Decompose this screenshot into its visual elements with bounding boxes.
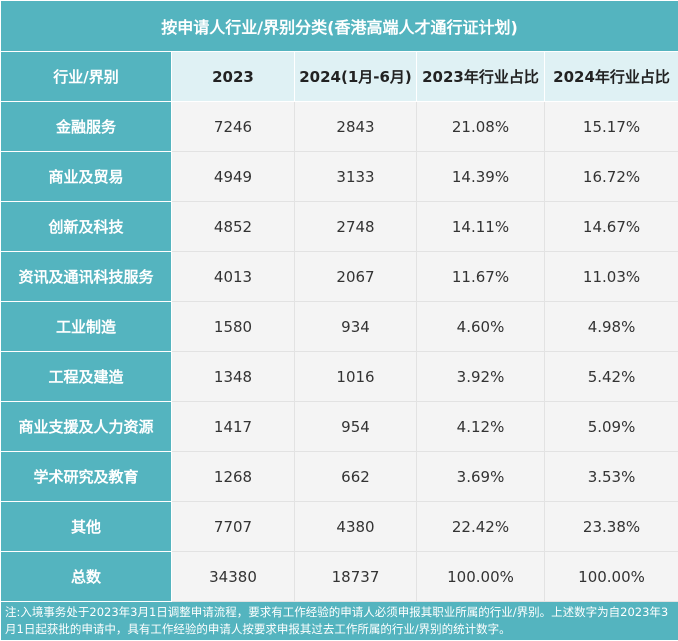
row-label: 总数: [1, 552, 172, 602]
row-label: 商业及贸易: [1, 152, 172, 202]
cell-share-2024: 23.38%: [545, 502, 678, 552]
table-body: 金融服务 7246 2843 21.08% 15.17% 商业及贸易 4949 …: [1, 102, 678, 602]
row-label: 学术研究及教育: [1, 452, 172, 502]
cell-share-2023: 14.11%: [417, 202, 545, 252]
cell-2024h1: 18737: [295, 552, 417, 602]
cell-share-2024: 5.42%: [545, 352, 678, 402]
row-label: 资讯及通讯科技服务: [1, 252, 172, 302]
row-label: 创新及科技: [1, 202, 172, 252]
column-header-2024h1: 2024(1月-6月): [295, 52, 417, 102]
cell-share-2023: 22.42%: [417, 502, 545, 552]
table-row: 资讯及通讯科技服务 4013 2067 11.67% 11.03%: [1, 252, 678, 302]
cell-2023: 4949: [172, 152, 295, 202]
table-row: 其他 7707 4380 22.42% 23.38%: [1, 502, 678, 552]
column-header-2023: 2023: [172, 52, 295, 102]
table-row: 工业制造 1580 934 4.60% 4.98%: [1, 302, 678, 352]
cell-2023: 1580: [172, 302, 295, 352]
row-label: 工业制造: [1, 302, 172, 352]
cell-share-2023: 21.08%: [417, 102, 545, 152]
cell-share-2024: 5.09%: [545, 402, 678, 452]
cell-share-2024: 11.03%: [545, 252, 678, 302]
cell-2023: 4852: [172, 202, 295, 252]
cell-2024h1: 4380: [295, 502, 417, 552]
cell-share-2023: 3.92%: [417, 352, 545, 402]
cell-2023: 1268: [172, 452, 295, 502]
cell-2024h1: 2748: [295, 202, 417, 252]
column-header-sector: 行业/界别: [1, 52, 172, 102]
table-row-total: 总数 34380 18737 100.00% 100.00%: [1, 552, 678, 602]
cell-share-2024: 100.00%: [545, 552, 678, 602]
row-label: 商业支援及人力资源: [1, 402, 172, 452]
cell-share-2023: 14.39%: [417, 152, 545, 202]
column-header-share-2024: 2024年行业占比: [545, 52, 678, 102]
cell-2023: 34380: [172, 552, 295, 602]
cell-share-2023: 3.69%: [417, 452, 545, 502]
cell-2023: 7707: [172, 502, 295, 552]
cell-2023: 7246: [172, 102, 295, 152]
table-row: 学术研究及教育 1268 662 3.69% 3.53%: [1, 452, 678, 502]
cell-share-2024: 14.67%: [545, 202, 678, 252]
cell-share-2024: 16.72%: [545, 152, 678, 202]
cell-2024h1: 3133: [295, 152, 417, 202]
cell-share-2023: 100.00%: [417, 552, 545, 602]
footnote: 注:入境事务处于2023年3月1日调整申请流程，要求有工作经验的申请人必须申报其…: [1, 602, 678, 641]
cell-2023: 1348: [172, 352, 295, 402]
column-header-share-2023: 2023年行业占比: [417, 52, 545, 102]
cell-2024h1: 1016: [295, 352, 417, 402]
cell-share-2024: 3.53%: [545, 452, 678, 502]
cell-2024h1: 934: [295, 302, 417, 352]
row-label: 其他: [1, 502, 172, 552]
cell-share-2023: 4.12%: [417, 402, 545, 452]
table-row: 商业及贸易 4949 3133 14.39% 16.72%: [1, 152, 678, 202]
table-row: 工程及建造 1348 1016 3.92% 5.42%: [1, 352, 678, 402]
row-label: 金融服务: [1, 102, 172, 152]
cell-share-2023: 4.60%: [417, 302, 545, 352]
cell-2024h1: 662: [295, 452, 417, 502]
cell-2023: 1417: [172, 402, 295, 452]
table-title: 按申请人行业/界别分类(香港高端人才通行证计划): [1, 1, 678, 52]
cell-2024h1: 2843: [295, 102, 417, 152]
cell-2024h1: 2067: [295, 252, 417, 302]
cell-2023: 4013: [172, 252, 295, 302]
row-label: 工程及建造: [1, 352, 172, 402]
table-row: 金融服务 7246 2843 21.08% 15.17%: [1, 102, 678, 152]
cell-share-2024: 4.98%: [545, 302, 678, 352]
cell-2024h1: 954: [295, 402, 417, 452]
cell-share-2024: 15.17%: [545, 102, 678, 152]
cell-share-2023: 11.67%: [417, 252, 545, 302]
table-row: 商业支援及人力资源 1417 954 4.12% 5.09%: [1, 402, 678, 452]
table-row: 创新及科技 4852 2748 14.11% 14.67%: [1, 202, 678, 252]
